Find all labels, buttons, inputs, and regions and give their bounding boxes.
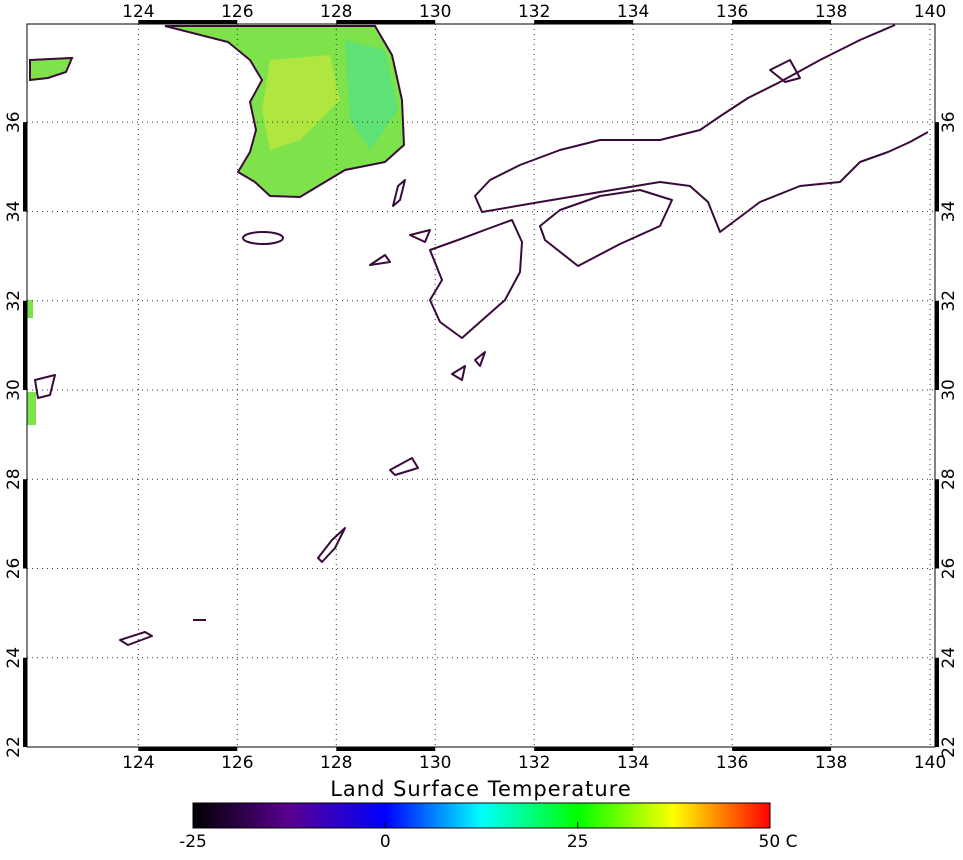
y-tick-label-left: 32 [4, 290, 24, 312]
x-tick-label-bottom: 130 [419, 753, 451, 773]
honshu-coast [474, 24, 929, 233]
x-tick-label-bottom: 124 [122, 753, 154, 773]
shikoku-coast [539, 189, 673, 267]
tsushima-coast [392, 179, 406, 207]
y-tick-label-right: 34 [939, 201, 959, 223]
x-tick-label-top: 130 [419, 2, 451, 22]
korea-hotspot [262, 55, 340, 150]
kyushu-coast [429, 219, 523, 339]
y-tick-label-left: 24 [4, 647, 24, 669]
y-tick-label-left: 30 [4, 379, 24, 401]
jeju-coast [242, 231, 284, 245]
y-tick-label-left: 26 [4, 558, 24, 580]
map-frame [26, 23, 936, 748]
x-tick-label-bottom: 140 [914, 753, 946, 773]
y-tick-label-left: 34 [4, 201, 24, 223]
y-tick-label-right: 28 [939, 468, 959, 490]
x-tick-label-bottom: 128 [320, 753, 352, 773]
colorbar-tick-label: -25 [179, 832, 207, 852]
colorbar-tick-label: 50 C [759, 832, 798, 852]
axes: 124 124 126 126 128 128 130 130 132 132 134 134 136 1… [4, 2, 959, 773]
y-tick-label-right: 32 [939, 290, 959, 312]
y-tick-label-right: 26 [939, 558, 959, 580]
x-tick-label-top: 136 [716, 2, 748, 22]
y-tick-label-right: 36 [939, 111, 959, 133]
coastlines [34, 24, 929, 646]
y-tick-label-right: 22 [939, 736, 959, 758]
x-tick-label-bottom: 134 [617, 753, 649, 773]
y-tick-label-right: 24 [939, 647, 959, 669]
dots-coast [34, 229, 431, 621]
y-tick-label-left: 36 [4, 111, 24, 133]
x-tick-label-bottom: 132 [518, 753, 550, 773]
x-tick-label-top: 126 [221, 2, 253, 22]
colorbar [192, 802, 771, 829]
colorbar-tick-label: 25 [567, 832, 589, 852]
land [27, 25, 406, 425]
korea-cool [345, 40, 398, 150]
x-tick-label-top: 138 [815, 2, 847, 22]
ryukyu-coast [119, 351, 486, 646]
grid [27, 24, 935, 748]
x-tick-label-top: 128 [320, 2, 352, 22]
x-tick-label-top: 124 [122, 2, 154, 22]
x-tick-label-top: 132 [518, 2, 550, 22]
y-tick-label-right: 30 [939, 379, 959, 401]
x-tick-label-top: 134 [617, 2, 649, 22]
colorbar-tick-label: 0 [380, 832, 391, 852]
sado-coast [769, 59, 801, 83]
x-tick-label-bottom: 136 [716, 753, 748, 773]
x-tick-label-bottom: 126 [221, 753, 253, 773]
west-edge-land [27, 300, 36, 425]
x-tick-label-bottom: 138 [815, 753, 847, 773]
colorbar-ticks: -25 0 25 50 C [179, 822, 797, 852]
map-title: Land Surface Temperature [330, 777, 632, 801]
y-tick-label-left: 28 [4, 468, 24, 490]
x-tick-label-top: 140 [914, 2, 946, 22]
china-land [29, 56, 74, 82]
y-tick-label-left: 22 [4, 736, 24, 758]
